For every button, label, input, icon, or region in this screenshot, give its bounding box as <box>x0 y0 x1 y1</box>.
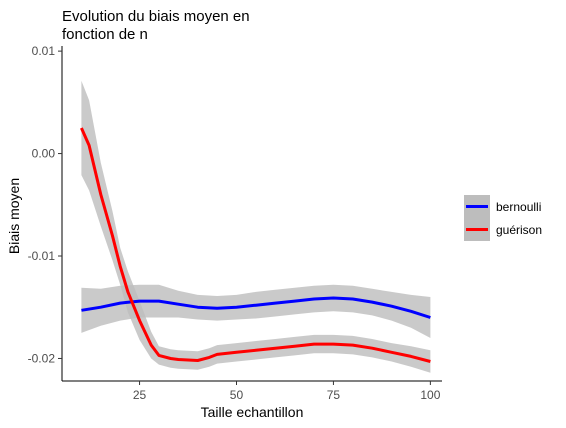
y-tick-label: -0.01 <box>28 249 56 263</box>
y-axis-title: Biais moyen <box>6 178 22 254</box>
legend-label: guérison <box>496 223 542 237</box>
chart-title-line-1: Evolution du biais moyen en <box>62 8 250 25</box>
series-line-1 <box>80 127 431 363</box>
confidence-ribbons <box>81 80 431 373</box>
legend: bernoulli guérison <box>464 195 542 241</box>
chart-title-line-2: fonction de n <box>62 26 148 43</box>
x-axis-title: Taille echantillon <box>201 404 304 420</box>
legend-label: bernoulli <box>496 200 541 214</box>
ribbon-1 <box>81 80 431 373</box>
y-tick-label: -0.02 <box>28 351 56 365</box>
x-tick-label: 100 <box>420 388 440 402</box>
y-axis-ticks: -0.02 -0.01 0.00 0.01 <box>28 44 62 365</box>
x-tick-label: 50 <box>230 388 244 402</box>
series-lines <box>80 127 431 363</box>
series-line-0 <box>81 296 431 319</box>
y-tick-label: 0.01 <box>32 44 56 58</box>
y-tick-label: 0.00 <box>32 147 56 161</box>
x-tick-label: 75 <box>327 388 341 402</box>
x-axis-ticks: 25 50 75 100 <box>133 381 441 402</box>
x-tick-label: 25 <box>133 388 147 402</box>
